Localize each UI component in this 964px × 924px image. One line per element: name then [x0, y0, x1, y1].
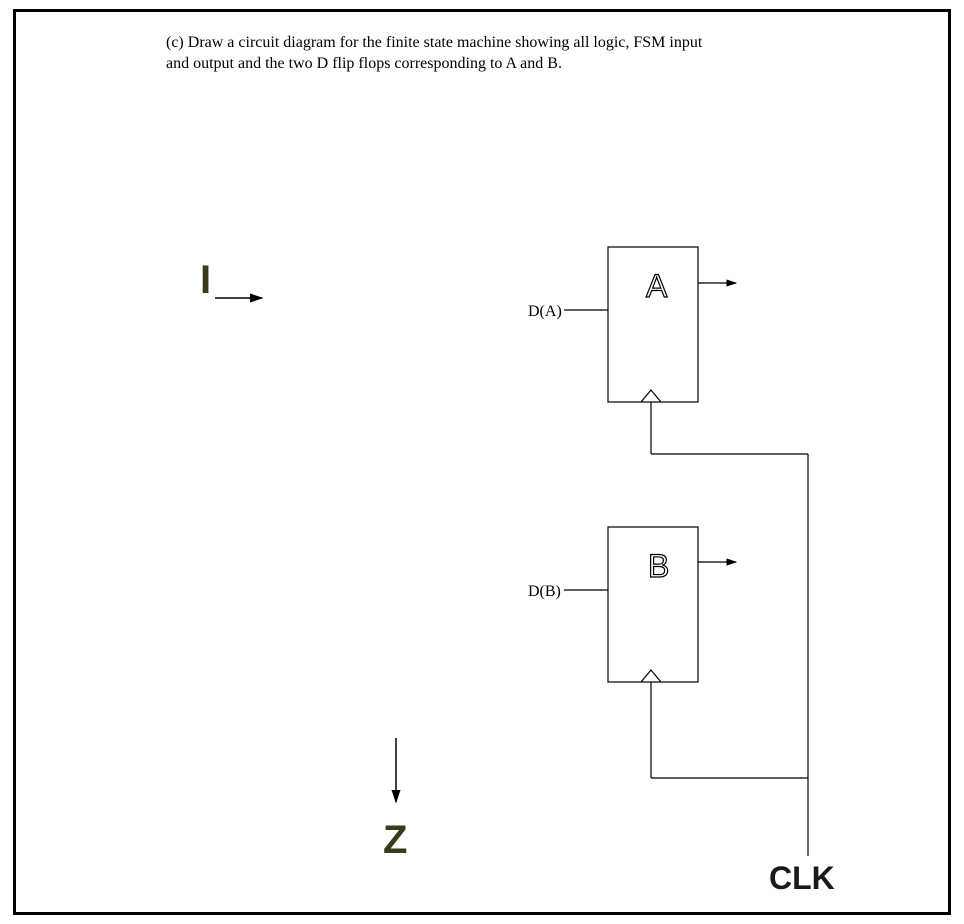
flipflop-A-letter: A — [646, 268, 668, 304]
circuit-svg: A B — [0, 0, 964, 924]
flipflop-B-letter: B — [648, 548, 669, 584]
flipflop-A-clk-triangle — [641, 390, 661, 402]
flipflop-B-clk-triangle — [641, 670, 661, 682]
